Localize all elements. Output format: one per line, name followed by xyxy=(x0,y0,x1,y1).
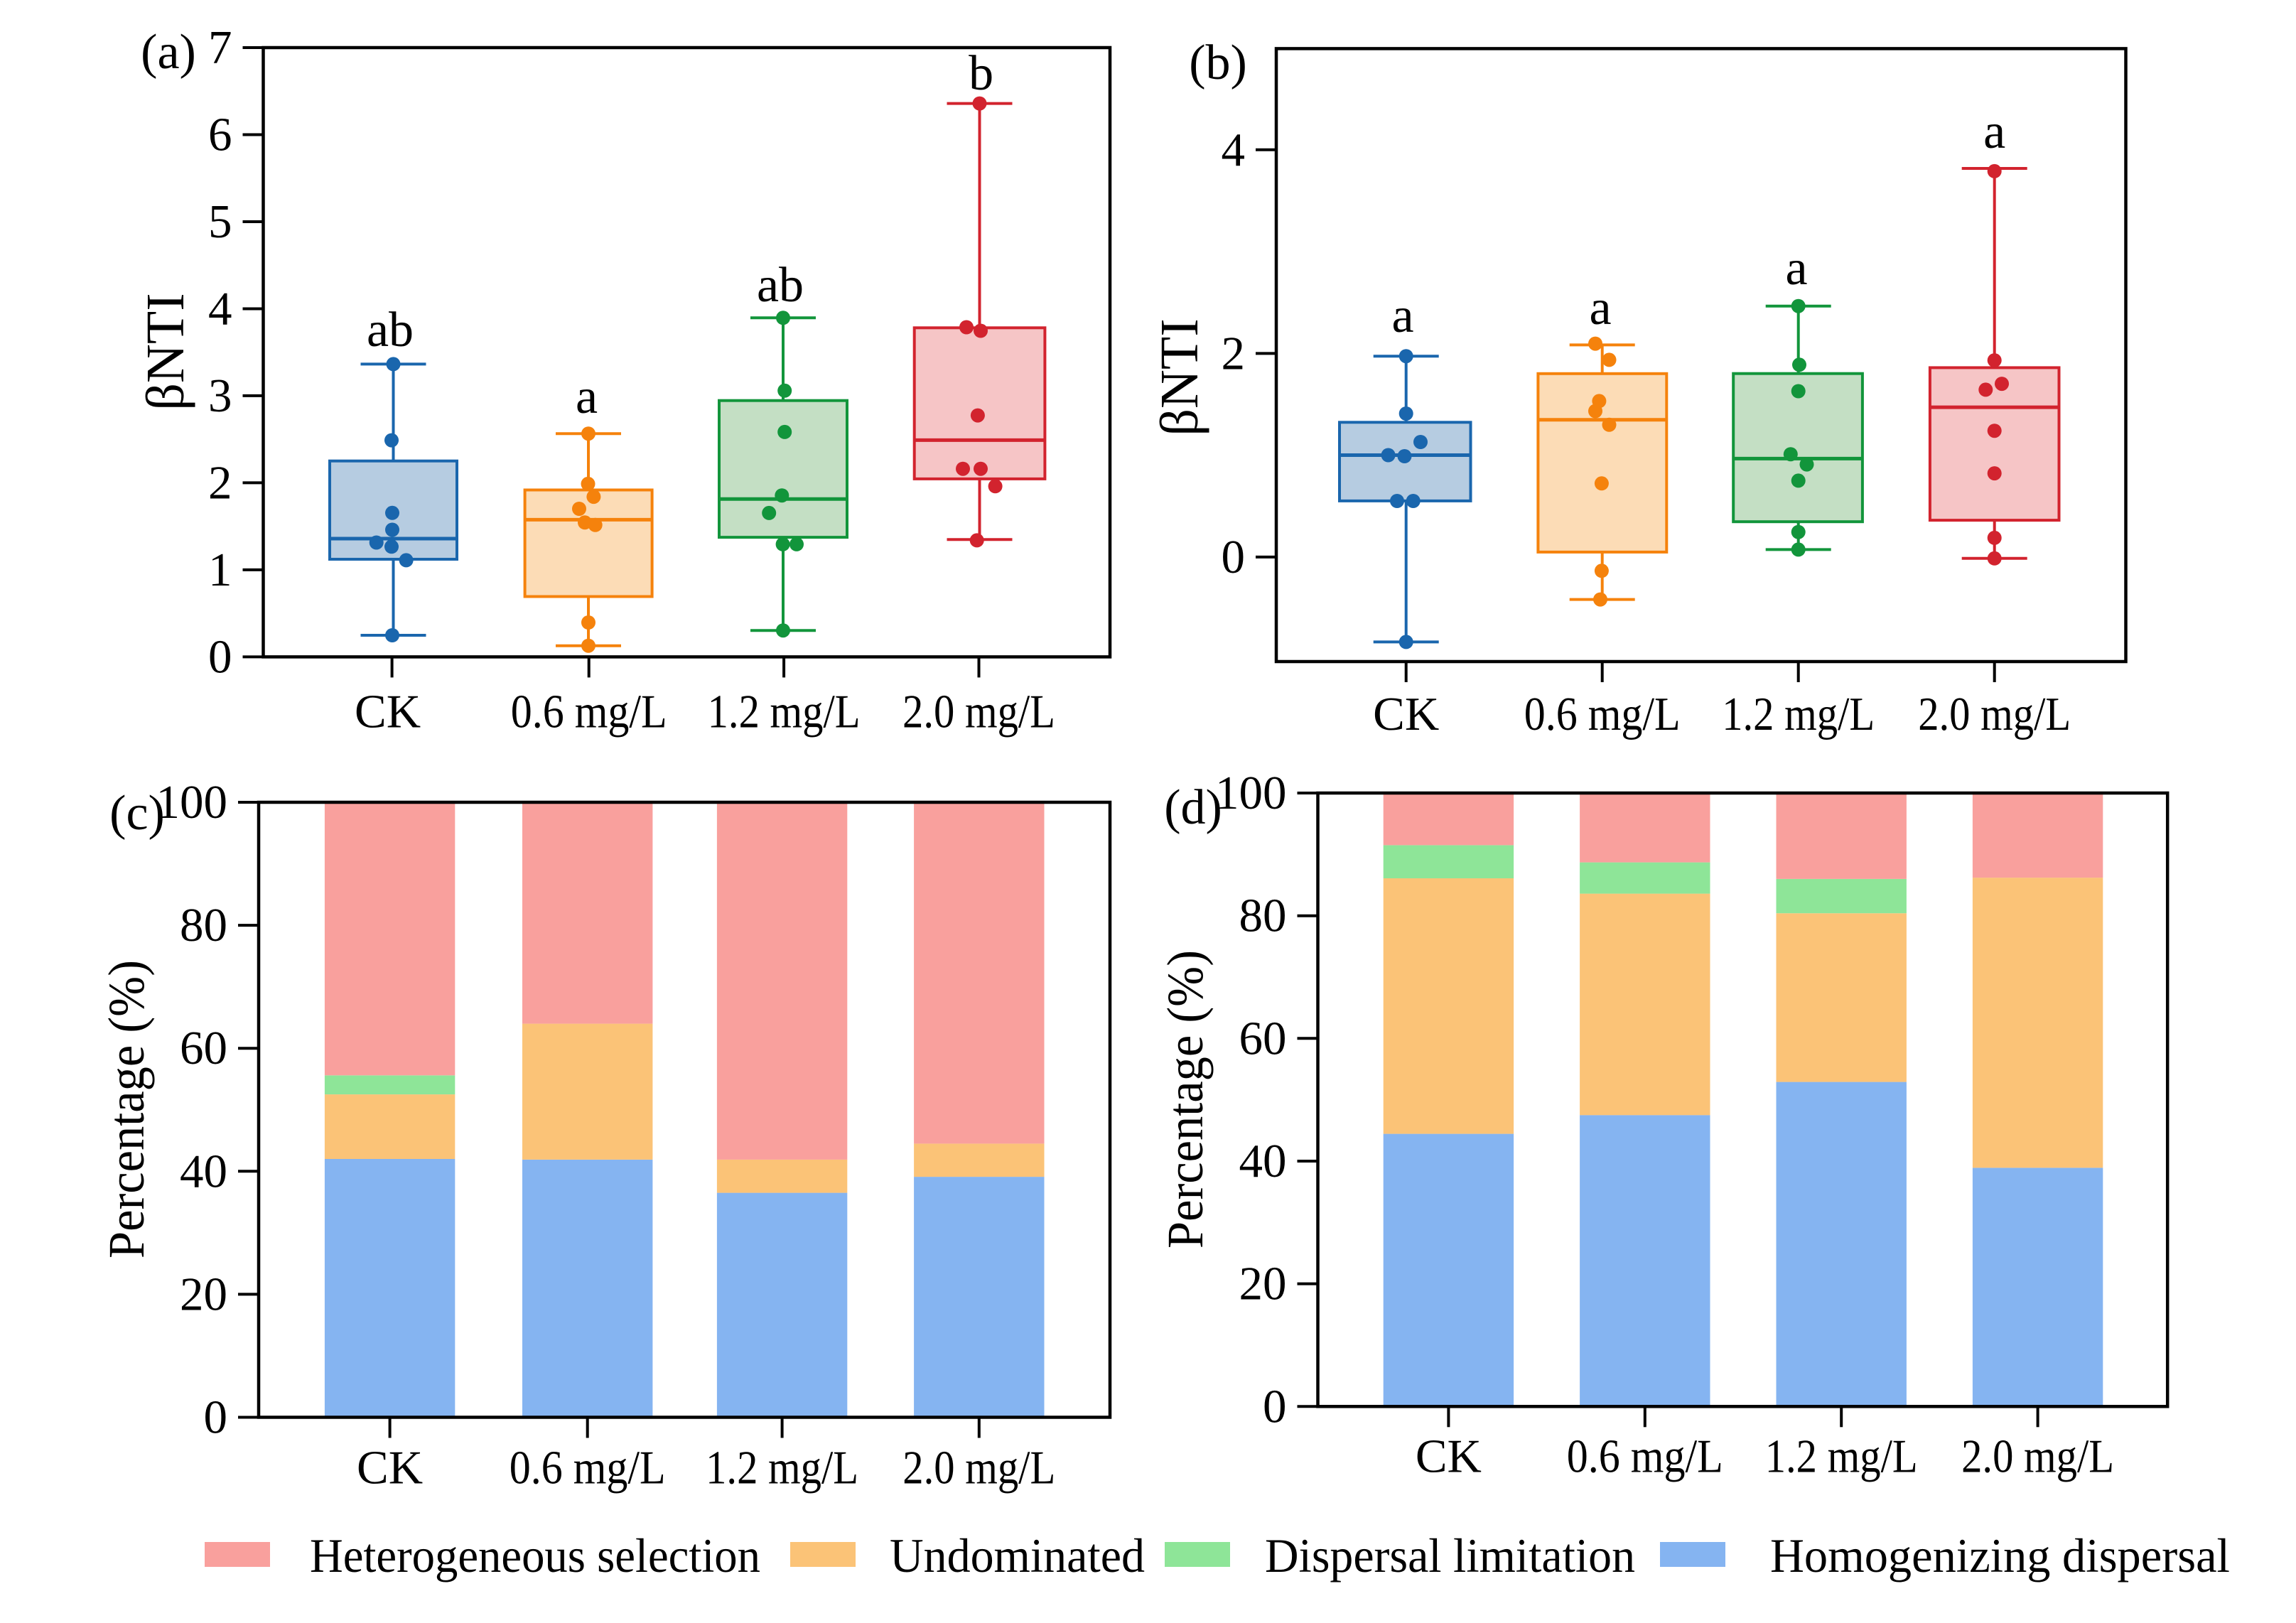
svg-text:6: 6 xyxy=(208,109,232,161)
svg-text:0.6 mg/L: 0.6 mg/L xyxy=(1567,1430,1723,1483)
svg-text:a: a xyxy=(576,370,598,424)
svg-text:2.0 mg/L: 2.0 mg/L xyxy=(1961,1430,2114,1483)
svg-text:ab: ab xyxy=(757,258,804,313)
svg-text:40: 40 xyxy=(180,1145,227,1197)
svg-text:4: 4 xyxy=(208,283,232,335)
svg-text:Undominated: Undominated xyxy=(890,1528,1145,1582)
svg-text:0: 0 xyxy=(1222,531,1246,583)
svg-text:(c): (c) xyxy=(109,786,165,841)
svg-text:Homogenizing dispersal: Homogenizing dispersal xyxy=(1770,1528,2230,1582)
svg-text:Heterogeneous selection: Heterogeneous selection xyxy=(310,1528,760,1582)
svg-text:1: 1 xyxy=(208,544,232,596)
svg-text:7: 7 xyxy=(208,21,232,74)
svg-text:(b): (b) xyxy=(1189,36,1247,90)
svg-text:20: 20 xyxy=(180,1268,227,1320)
svg-text:a: a xyxy=(1785,241,1807,296)
svg-text:(a): (a) xyxy=(141,25,196,80)
svg-text:2: 2 xyxy=(208,456,232,509)
svg-text:1.2 mg/L: 1.2 mg/L xyxy=(1722,688,1875,740)
svg-text:60: 60 xyxy=(180,1022,227,1074)
svg-text:4: 4 xyxy=(1222,124,1246,176)
svg-text:ab: ab xyxy=(367,303,414,357)
svg-text:1.2 mg/L: 1.2 mg/L xyxy=(708,686,861,738)
svg-text:Percentage (%): Percentage (%) xyxy=(98,960,155,1258)
svg-text:CK: CK xyxy=(355,686,421,738)
svg-text:CK: CK xyxy=(1373,688,1439,740)
svg-text:1.2 mg/L: 1.2 mg/L xyxy=(706,1442,858,1494)
svg-text:2.0 mg/L: 2.0 mg/L xyxy=(902,686,1055,738)
svg-text:5: 5 xyxy=(208,195,232,248)
svg-text:0: 0 xyxy=(208,630,232,683)
svg-text:βNTI: βNTI xyxy=(136,293,195,410)
svg-text:CK: CK xyxy=(1416,1430,1482,1483)
svg-text:2.0 mg/L: 2.0 mg/L xyxy=(902,1442,1055,1494)
svg-text:3: 3 xyxy=(208,370,232,422)
svg-text:a: a xyxy=(1391,289,1413,343)
svg-text:Percentage (%): Percentage (%) xyxy=(1157,950,1214,1249)
svg-text:1.2 mg/L: 1.2 mg/L xyxy=(1765,1430,1918,1483)
svg-text:a: a xyxy=(1589,281,1611,335)
svg-text:a: a xyxy=(1983,104,2005,159)
svg-text:2: 2 xyxy=(1222,327,1246,379)
svg-text:0.6 mg/L: 0.6 mg/L xyxy=(511,686,667,738)
svg-text:0.6 mg/L: 0.6 mg/L xyxy=(1524,688,1681,740)
svg-text:βNTI: βNTI xyxy=(1150,318,1209,436)
svg-text:60: 60 xyxy=(1239,1012,1287,1064)
svg-text:100: 100 xyxy=(156,776,228,829)
svg-text:2.0 mg/L: 2.0 mg/L xyxy=(1918,688,2071,740)
svg-text:CK: CK xyxy=(357,1442,423,1494)
svg-text:0: 0 xyxy=(204,1391,228,1444)
svg-text:80: 80 xyxy=(1239,890,1287,942)
svg-text:b: b xyxy=(969,46,993,101)
svg-text:(d): (d) xyxy=(1164,780,1222,835)
svg-text:80: 80 xyxy=(180,899,227,951)
svg-text:Dispersal limitation: Dispersal limitation xyxy=(1265,1528,1635,1582)
svg-text:0: 0 xyxy=(1263,1380,1287,1433)
svg-text:20: 20 xyxy=(1239,1258,1287,1310)
svg-text:40: 40 xyxy=(1239,1135,1287,1187)
svg-text:0.6 mg/L: 0.6 mg/L xyxy=(510,1442,666,1494)
svg-text:100: 100 xyxy=(1215,767,1287,819)
